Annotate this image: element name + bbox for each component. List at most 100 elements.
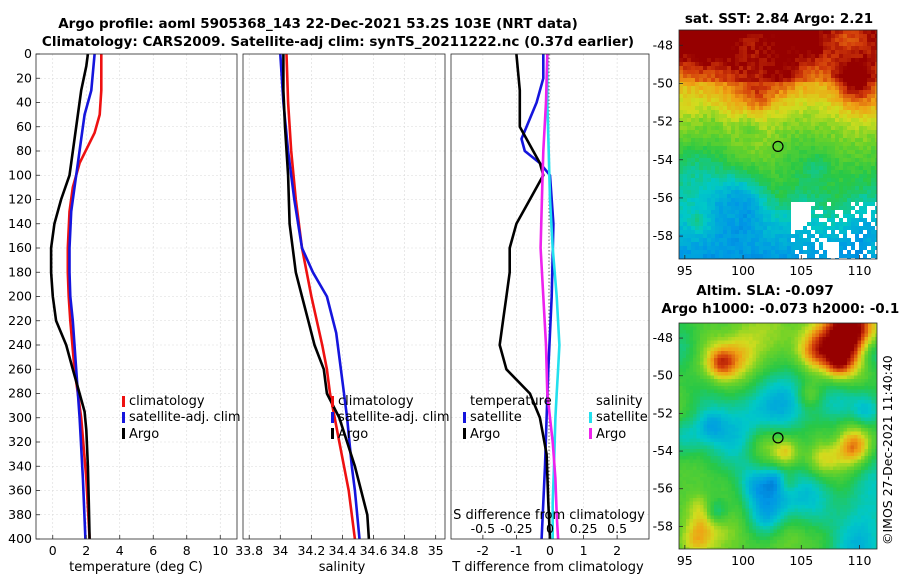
- heatmap-cell: [731, 162, 736, 167]
- heatmap-cell: [798, 393, 802, 397]
- heatmap-cell: [747, 230, 752, 235]
- heatmap-cell: [831, 246, 836, 251]
- heatmap-cell: [807, 234, 812, 239]
- heatmap-cell: [771, 154, 776, 159]
- heatmap-cell: [728, 396, 732, 401]
- heatmap-cell: [784, 340, 788, 345]
- heatmap-cell: [763, 166, 768, 171]
- heatmap-cell: [794, 410, 799, 415]
- heatmap-cell: [791, 78, 796, 83]
- heatmap-cell: [829, 414, 834, 418]
- heatmap-cell: [691, 246, 696, 251]
- legend-swatch-satellite: [122, 412, 125, 423]
- heatmap-cell: [859, 122, 864, 127]
- heatmap-cell: [687, 194, 692, 199]
- heatmap-cell: [731, 150, 736, 155]
- heatmap-cell: [756, 337, 760, 341]
- t-legend-label-argo: Argo: [470, 427, 500, 442]
- heatmap-cell: [755, 86, 760, 91]
- heatmap-cell: [826, 379, 830, 383]
- heatmap-cell: [871, 218, 876, 223]
- heatmap-cell: [752, 379, 757, 383]
- heatmap-cell: [833, 365, 837, 369]
- heatmap-cell: [727, 62, 732, 67]
- heatmap-cell: [752, 365, 757, 369]
- heatmap-cell: [691, 62, 696, 67]
- heatmap-cell: [803, 94, 808, 99]
- heatmap-cell: [850, 382, 855, 387]
- heatmap-cell: [755, 94, 760, 99]
- heatmap-cell: [791, 250, 796, 255]
- heatmap-cell: [749, 333, 753, 338]
- heatmap-cell: [811, 198, 816, 203]
- heatmap-cell: [779, 230, 784, 235]
- heatmap-cell: [700, 410, 704, 415]
- heatmap-cell: [766, 333, 771, 338]
- heatmap-cell: [742, 386, 746, 390]
- heatmap-cell: [723, 222, 728, 227]
- heatmap-cell: [695, 178, 700, 183]
- heatmap-cell: [843, 389, 848, 394]
- heatmap-cell: [707, 162, 712, 167]
- heatmap-cell: [763, 194, 768, 199]
- heatmap-cell: [711, 146, 716, 151]
- heatmap-cell: [719, 126, 724, 131]
- heatmap-cell: [805, 431, 809, 436]
- heatmap-cell: [851, 46, 856, 51]
- heatmap-cell: [787, 330, 792, 334]
- heatmap-cell: [739, 186, 744, 191]
- heatmap-cell: [682, 393, 687, 397]
- heatmap-cell: [743, 222, 748, 227]
- heatmap-cell: [827, 46, 832, 51]
- heatmap-cell: [738, 372, 743, 376]
- heatmap-cell: [735, 166, 740, 171]
- heatmap-cell: [791, 46, 796, 51]
- heatmap-cell: [783, 134, 788, 139]
- heatmap-cell: [833, 323, 837, 327]
- heatmap-cell: [783, 106, 788, 111]
- heatmap-cell: [779, 238, 784, 243]
- heatmap-cell: [719, 154, 724, 159]
- heatmap-cell: [803, 50, 808, 55]
- heatmap-cell: [747, 242, 752, 247]
- heatmap-cell: [805, 333, 809, 338]
- heatmap-cell: [822, 337, 827, 341]
- heatmap-cell: [871, 74, 876, 79]
- heatmap-cell: [691, 190, 696, 195]
- heatmap-cell: [819, 42, 824, 47]
- heatmap-cell: [731, 134, 736, 139]
- heatmap-cell: [861, 403, 865, 408]
- heatmap-cell: [735, 38, 740, 43]
- heatmap-cell: [857, 424, 862, 429]
- heatmap-cell: [823, 98, 828, 103]
- heatmap-cell: [755, 78, 760, 83]
- heatmap-cell: [775, 242, 780, 247]
- heatmap-cell: [850, 424, 855, 429]
- heatmap-cell: [839, 122, 844, 127]
- heatmap-cell: [859, 74, 864, 79]
- heatmap-cell: [775, 30, 780, 35]
- heatmap-cell: [843, 375, 848, 380]
- heatmap-cell: [843, 396, 848, 401]
- heatmap-cell: [799, 186, 804, 191]
- heatmap-cell: [840, 375, 844, 380]
- heatmap-cell: [791, 158, 796, 163]
- heatmap-cell: [871, 330, 876, 334]
- heatmap-cell: [679, 206, 684, 211]
- heatmap-cell: [710, 382, 715, 387]
- difference-axes-box: [450, 53, 650, 540]
- heatmap-cell: [803, 178, 808, 183]
- heatmap-cell: [759, 178, 764, 183]
- heatmap-cell: [787, 74, 792, 79]
- heatmap-cell: [759, 382, 764, 387]
- heatmap-cell: [728, 428, 732, 432]
- heatmap-cell: [719, 246, 724, 251]
- heatmap-cell: [863, 222, 868, 227]
- heatmap-cell: [739, 98, 744, 103]
- heatmap-cell: [831, 186, 836, 191]
- heatmap-cell: [787, 146, 792, 151]
- heatmap-cell: [805, 351, 809, 355]
- heatmap-cell: [711, 66, 716, 71]
- heatmap-cell: [871, 421, 876, 425]
- heatmap-cell: [715, 54, 720, 59]
